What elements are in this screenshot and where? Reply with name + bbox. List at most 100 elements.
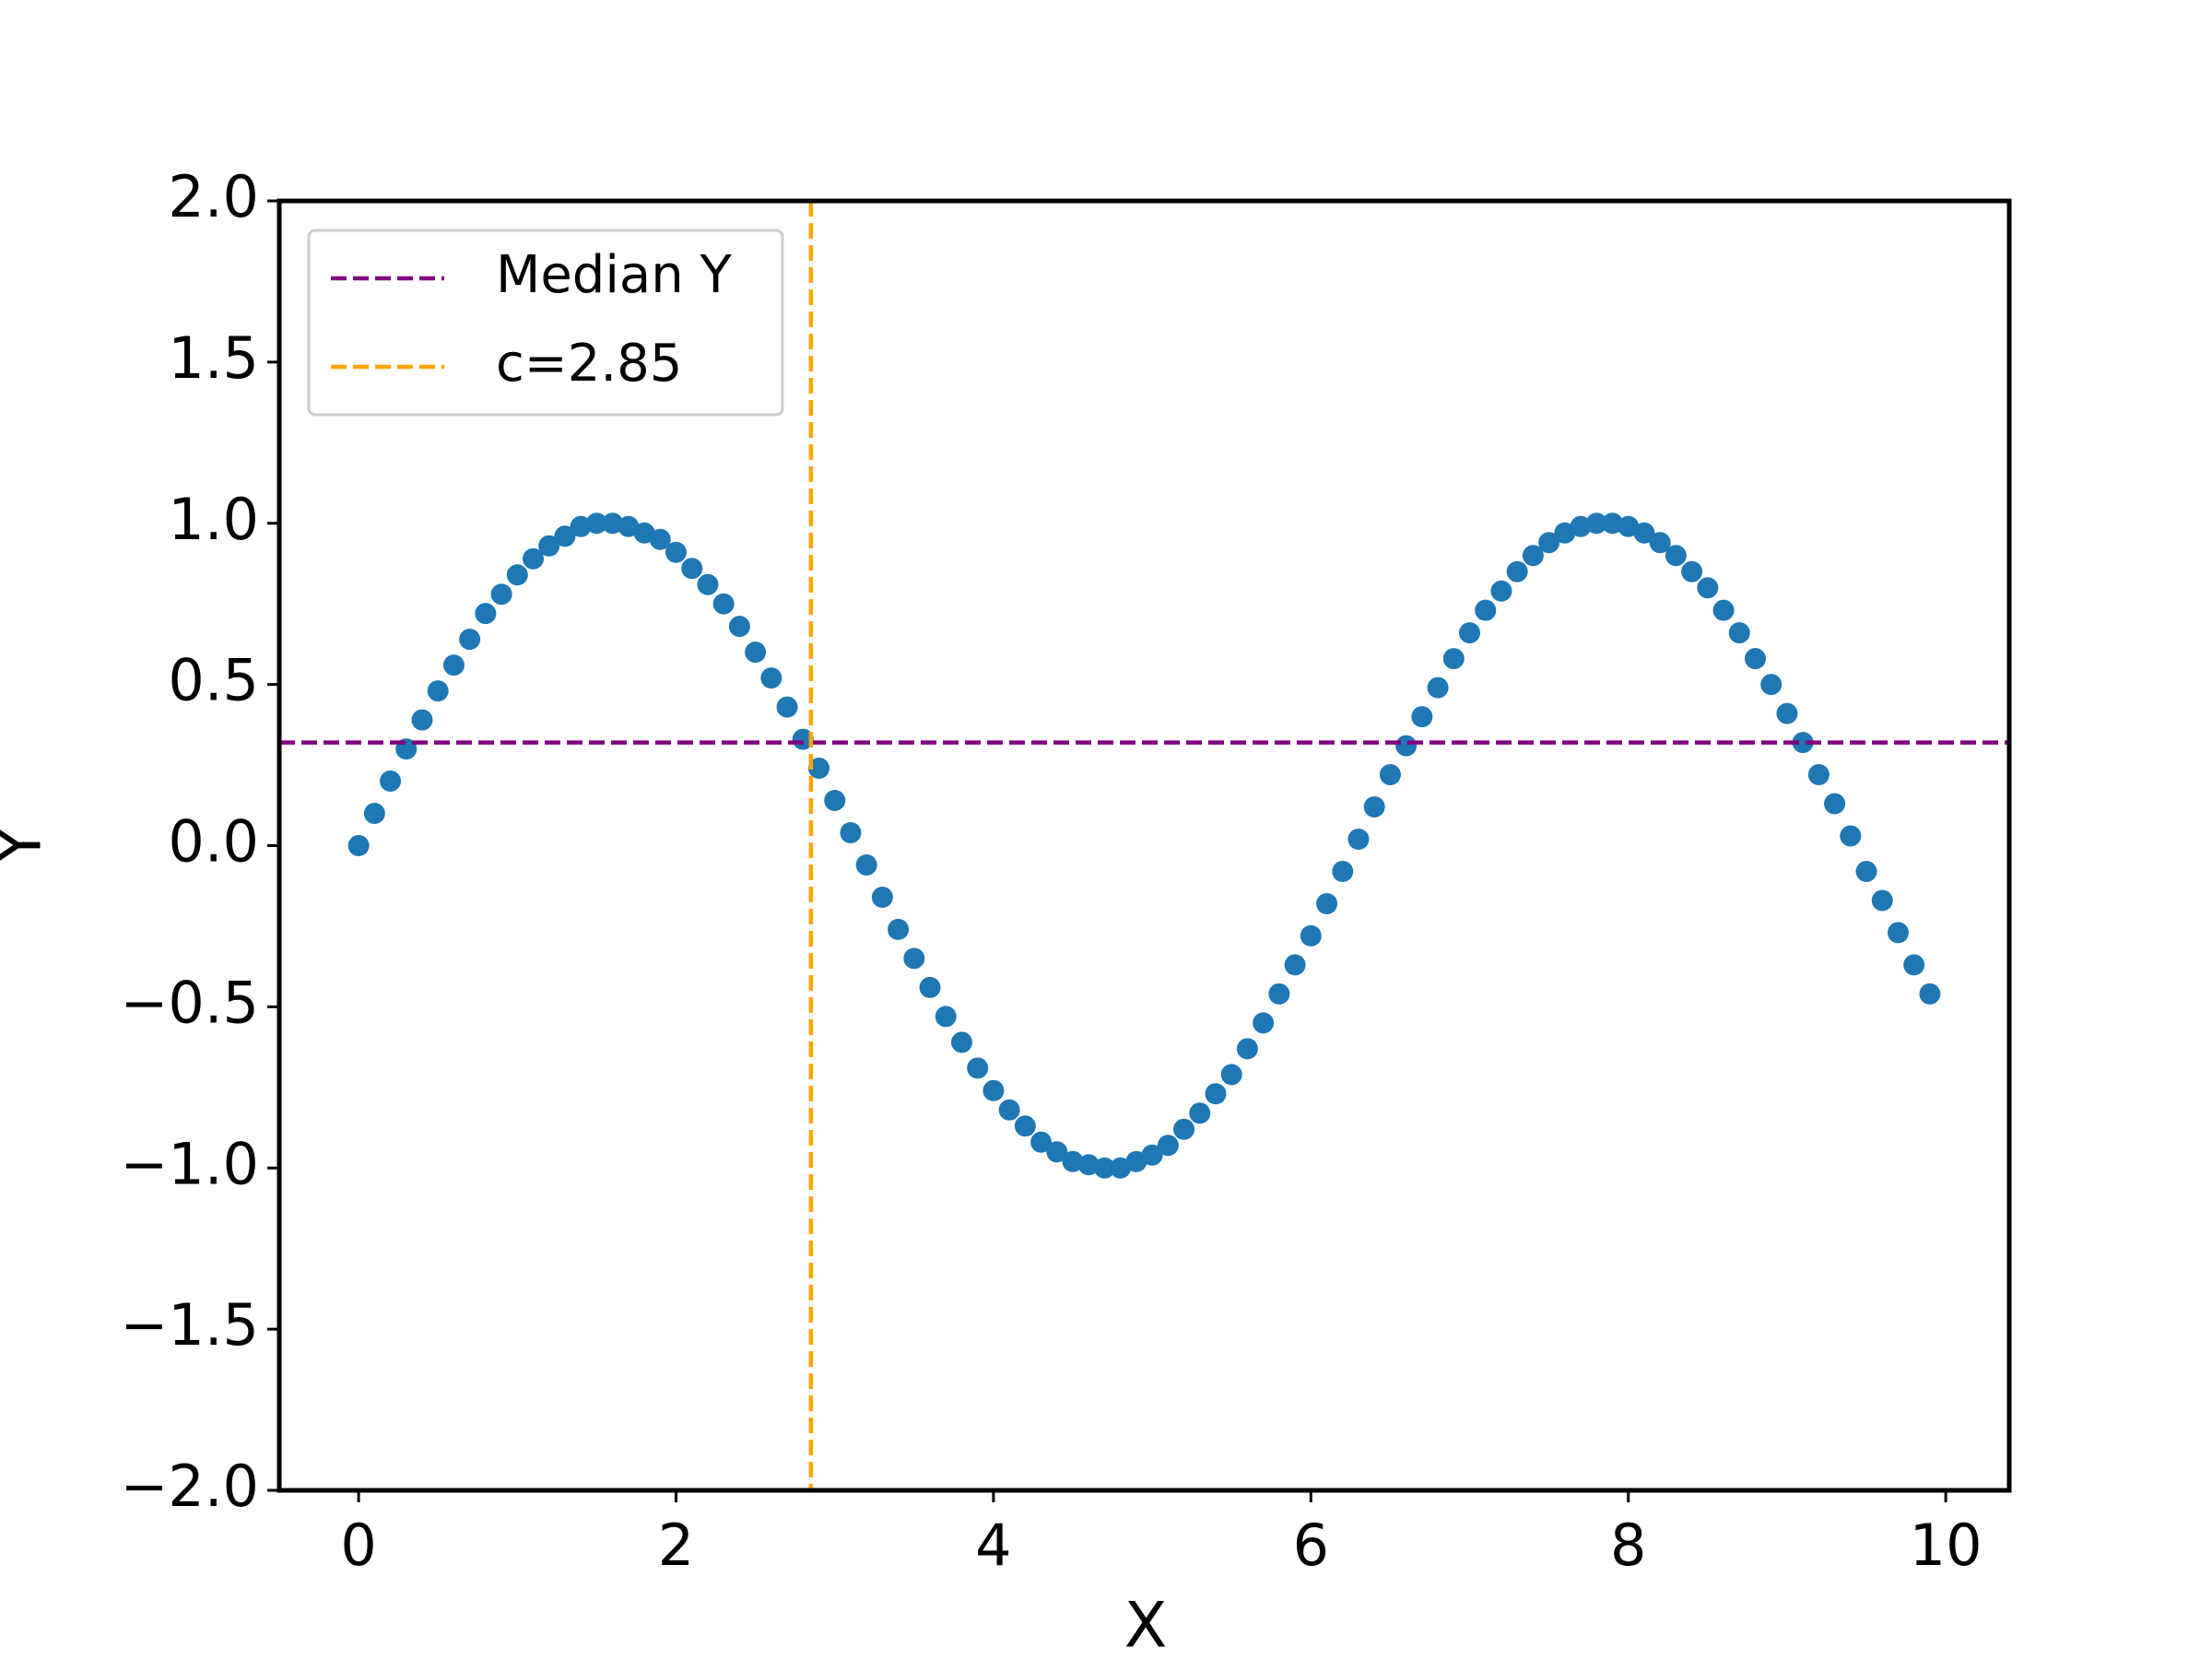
scatter-point (745, 641, 767, 664)
y-tick-label: 1.0 (168, 486, 259, 553)
scatter-point (1110, 1157, 1132, 1179)
scatter-point (1824, 793, 1846, 815)
scatter-point (776, 696, 798, 718)
scatter-point (1173, 1118, 1195, 1140)
scatter-point (1744, 648, 1766, 670)
scatter-point (1665, 545, 1687, 567)
scatter-point (998, 1099, 1020, 1121)
scatter-point (1570, 515, 1592, 537)
scatter-point (618, 515, 640, 537)
scatter-point (633, 522, 655, 544)
scatter-point (840, 822, 862, 844)
y-tick-label: 0.0 (168, 808, 259, 876)
scatter-point (871, 886, 893, 908)
scatter-point (1125, 1150, 1147, 1172)
legend-label: Median Y (496, 245, 732, 305)
scatter-point (1300, 924, 1322, 947)
scatter-point (1475, 599, 1497, 621)
scatter-point (1379, 764, 1401, 786)
scatter-point (442, 654, 465, 677)
scatter-point (903, 947, 925, 970)
scatter-point (1601, 512, 1623, 535)
scatter-point (665, 541, 688, 563)
scatter-point (1347, 829, 1370, 851)
scatter-point (1903, 954, 1925, 976)
scatter-point (363, 803, 385, 825)
scatter-point (1189, 1102, 1211, 1124)
scatter-point (1776, 702, 1798, 724)
plot-frame (276, 198, 2012, 1493)
scatter-point (1681, 560, 1703, 582)
scatter-point (602, 512, 624, 535)
scatter-point (1760, 674, 1783, 696)
scatter-point (681, 558, 703, 580)
scatter-point (1919, 982, 1941, 1005)
scatter-point (649, 528, 671, 550)
scatter-point (1792, 732, 1814, 754)
scatter-point (1554, 522, 1576, 544)
scatter-point (697, 573, 719, 595)
scatter-point (982, 1079, 1005, 1101)
scatter-point (967, 1057, 989, 1079)
y-axis-label: Y (0, 826, 56, 865)
scatter-point (1062, 1150, 1084, 1172)
scatter-point (1427, 677, 1449, 699)
y-tick-label: −1.5 (120, 1291, 259, 1359)
scatter-point (1046, 1141, 1068, 1163)
scatter-point (1014, 1115, 1036, 1137)
scatter-point (855, 853, 877, 876)
y-tick-label: 1.5 (168, 324, 259, 392)
scatter-point (1205, 1083, 1227, 1105)
scatter-point (1157, 1135, 1179, 1157)
x-tick-label: 0 (340, 1512, 376, 1579)
y-tick-label: −2.0 (120, 1453, 259, 1520)
x-axis-label: X (1124, 1590, 1168, 1659)
scatter-point (807, 758, 830, 780)
y-tick-label: 0.5 (168, 647, 259, 714)
scatter-point (919, 976, 941, 998)
scatter-point (888, 918, 910, 940)
scatter-point (1316, 892, 1338, 914)
scatter-point (1697, 577, 1719, 599)
scatter-point (712, 593, 735, 615)
scatter-point (1395, 735, 1418, 757)
scatter-point (506, 564, 528, 586)
x-tick-label: 10 (1910, 1512, 1983, 1579)
scatter-point (1253, 1012, 1275, 1034)
scatter-point (1855, 860, 1877, 882)
scatter-point (1459, 622, 1481, 644)
scatter-point (1490, 580, 1512, 602)
scatter-point (1633, 522, 1655, 544)
scatter-point (1506, 560, 1528, 582)
scatter-point (1522, 545, 1544, 567)
x-tick-label: 4 (975, 1512, 1011, 1579)
scatter-point (760, 667, 782, 689)
scatter-point (1712, 599, 1735, 621)
scatter-point (1538, 532, 1560, 554)
scatter-point (1871, 889, 1893, 912)
scatter-point (347, 835, 370, 856)
scatter-point (1585, 512, 1607, 535)
y-tick-label: −1.0 (120, 1130, 259, 1197)
scatter-point (1618, 515, 1640, 537)
x-tick-label: 6 (1293, 1512, 1329, 1579)
scatter-point (1236, 1038, 1258, 1060)
scatter-point (538, 535, 560, 557)
scatter-point (475, 603, 497, 625)
scatter-point (1268, 982, 1290, 1005)
scatter-point (1220, 1064, 1242, 1086)
scatter-point (1363, 796, 1385, 818)
scatter-point (380, 771, 402, 793)
y-tick-label: −0.5 (120, 969, 259, 1036)
scatter-point (570, 515, 592, 537)
scatter-point (824, 790, 846, 812)
scatter-point (1030, 1131, 1053, 1153)
scatter-point (950, 1031, 972, 1053)
legend-label: c=2.85 (496, 334, 682, 394)
x-tick-label: 2 (658, 1512, 694, 1579)
scatter-point (1442, 648, 1465, 670)
scatter-point (1141, 1144, 1163, 1166)
scatter-point (1887, 922, 1909, 944)
scatter-point (728, 616, 750, 638)
